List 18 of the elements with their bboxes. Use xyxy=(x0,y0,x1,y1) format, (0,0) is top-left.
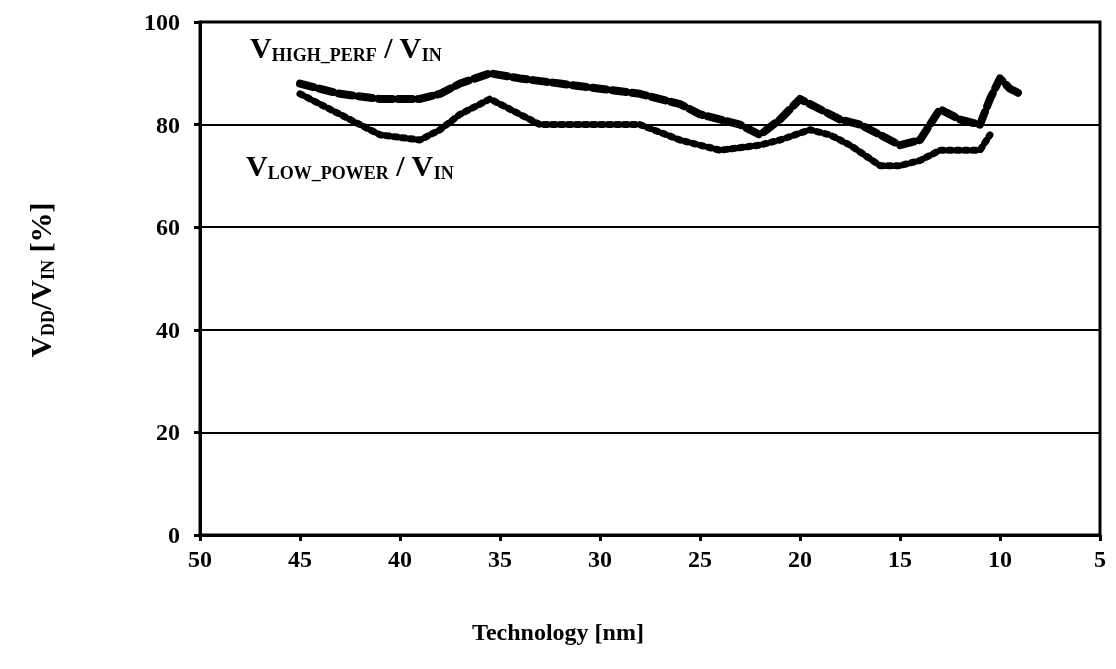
x-tick-label: 5 xyxy=(1094,546,1106,572)
y-tick-label: 20 xyxy=(156,419,180,446)
x-tick-label: 40 xyxy=(388,546,412,572)
x-tick-label: 20 xyxy=(788,546,812,572)
y-axis-title: VDD/VIN [%] xyxy=(23,202,58,358)
x-tick-label: 50 xyxy=(188,546,212,572)
x-tick-label: 30 xyxy=(588,546,612,572)
y-tick-label: 0 xyxy=(168,522,180,548)
x-tick-label: 15 xyxy=(888,546,912,572)
y-tick-label: 40 xyxy=(156,316,180,343)
x-axis-title: Technology [nm] xyxy=(472,619,644,645)
x-tick-label: 10 xyxy=(988,546,1012,572)
x-tick-label: 45 xyxy=(288,546,312,572)
x-tick-label: 35 xyxy=(488,546,512,572)
x-tick-label: 25 xyxy=(688,546,712,572)
y-tick-label: 100 xyxy=(144,9,180,35)
y-tick-label: 60 xyxy=(156,214,180,241)
y-tick-label: 80 xyxy=(156,111,180,138)
